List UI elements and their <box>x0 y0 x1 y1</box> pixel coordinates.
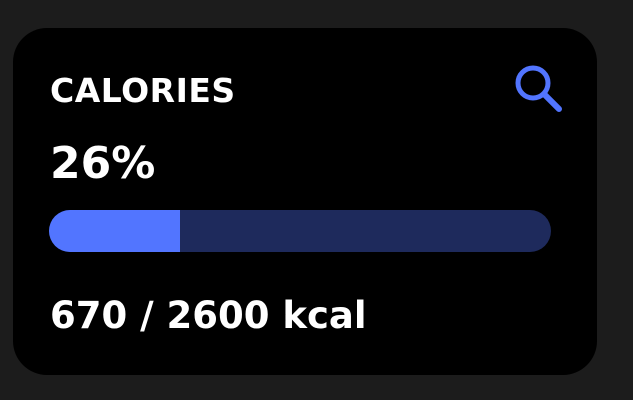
card-title: CALORIES <box>50 71 236 110</box>
progress-fill <box>49 210 180 252</box>
search-icon <box>515 65 562 112</box>
search-button[interactable] <box>509 62 567 120</box>
calorie-amount: 670 / 2600 kcal <box>50 294 367 337</box>
progress-bar <box>49 210 551 252</box>
calories-card: CALORIES 26% 670 / 2600 kcal <box>13 28 597 375</box>
progress-percent: 26% <box>50 138 156 189</box>
